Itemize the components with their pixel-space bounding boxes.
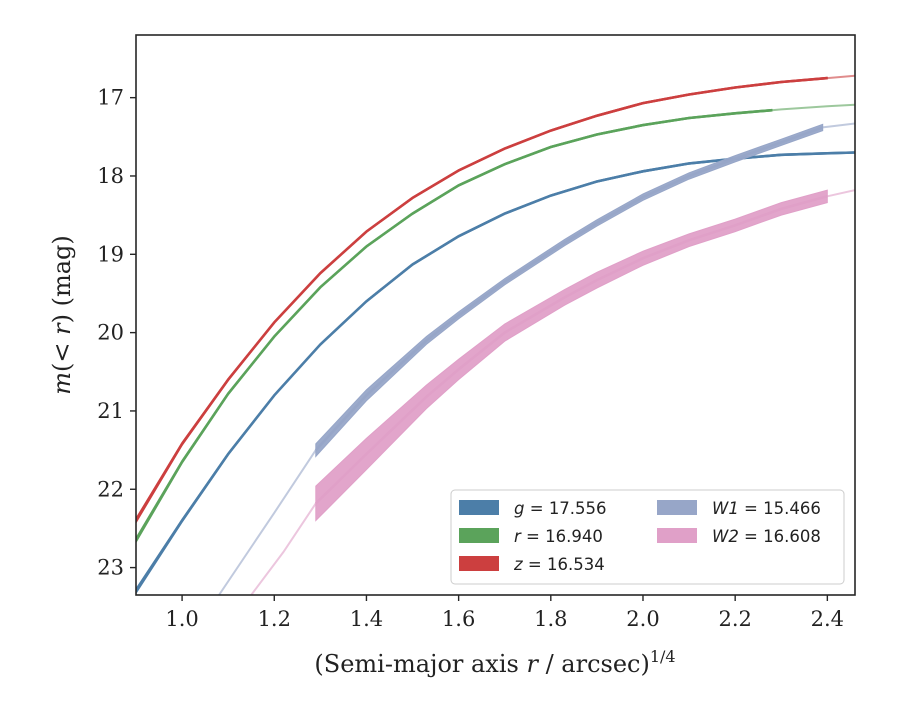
series-W2-extrapolation-right [827, 189, 855, 198]
y-tick-label: 23 [97, 556, 124, 580]
x-tick-label: 2.0 [626, 607, 659, 631]
legend-label-r: r = 16.940 [514, 527, 603, 546]
y-tick-label: 20 [97, 321, 124, 345]
x-tick-label: 1.2 [258, 607, 291, 631]
series-W2-extrapolation-left [250, 502, 317, 595]
x-axis-ticks: 1.0 1.2 1.4 1.6 1.8 2.0 2.2 2.4 [165, 595, 844, 631]
series-z-line [136, 76, 828, 522]
series-W1-extrapolation-right [822, 122, 855, 129]
x-axis-label: (Semi-major axis r / arcsec)1/4 [314, 647, 675, 678]
y-tick-label: 22 [97, 477, 124, 501]
x-axis-label-prefix: (Semi-major axis [314, 650, 526, 678]
y-tick-label: 21 [97, 399, 124, 423]
series-z-extrapolation-right [827, 74, 855, 80]
legend-swatch-g [459, 500, 499, 515]
series-g-line [136, 151, 855, 592]
legend: g = 17.556 r = 16.940 z = 16.534 W1 = 15.46… [450, 489, 845, 585]
series-W1-line [314, 126, 824, 451]
x-tick-label: 1.0 [165, 607, 198, 631]
x-tick-label: 2.2 [718, 607, 751, 631]
series-r-line [136, 108, 773, 541]
x-tick-label: 1.8 [534, 607, 567, 631]
legend-label-W2: W2 = 16.608 [712, 527, 821, 546]
legend-swatch-W1 [657, 500, 697, 515]
y-tick-label: 18 [97, 164, 124, 188]
y-axis-ticks: 17 18 19 20 21 22 23 [97, 86, 136, 580]
legend-label-W1: W1 = 15.466 [712, 499, 821, 518]
series-layer [136, 74, 855, 595]
x-axis-label-variable: r [526, 650, 539, 678]
series-W1-band [315, 123, 824, 458]
series-W1-extrapolation-left [218, 449, 317, 595]
y-tick-label: 17 [97, 86, 124, 110]
plot-frame [135, 34, 856, 596]
legend-label-g: g = 17.556 [514, 499, 607, 518]
series-W2-line [314, 195, 828, 505]
x-axis-label-exponent: 1/4 [650, 647, 676, 666]
y-tick-label: 19 [97, 242, 124, 266]
series-W2-band [315, 189, 828, 522]
y-axis-label: m(< r) (mag) [48, 235, 76, 395]
x-tick-label: 1.6 [442, 607, 475, 631]
legend-frame [450, 489, 845, 585]
x-tick-label: 1.4 [350, 607, 383, 631]
series-r-extrapolation-right [771, 103, 855, 112]
legend-label-z: z = 16.534 [513, 555, 605, 574]
legend-swatch-W2 [657, 528, 697, 543]
legend-swatch-r [459, 528, 499, 543]
x-axis-label-suffix: / arcsec) [538, 650, 650, 678]
x-tick-label: 2.4 [811, 607, 844, 631]
legend-swatch-z [459, 556, 499, 571]
